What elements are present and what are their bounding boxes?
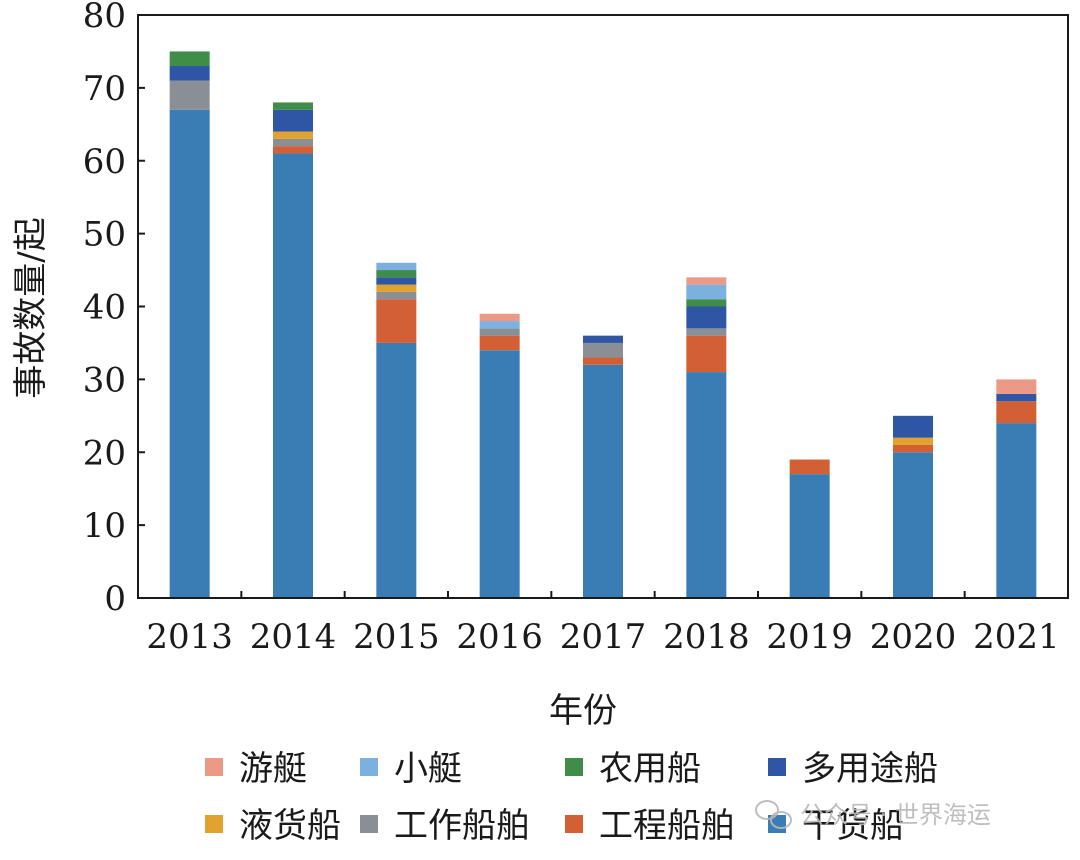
bar-segment-2016-1 — [479, 335, 520, 351]
x-tick-label: 2020 — [870, 617, 957, 657]
x-tick-label: 2016 — [456, 617, 543, 657]
bar-segment-2021-4 — [996, 393, 1037, 402]
bar-segment-2018-7 — [686, 277, 727, 285]
bar-segment-2014-4 — [273, 109, 313, 132]
watermark: 公众号 · 世界海运 — [755, 800, 991, 829]
bar-segment-2015-0 — [376, 342, 417, 598]
x-axis-title: 年份 — [549, 691, 617, 731]
bar-area — [169, 51, 1037, 599]
y-tick-label: 70 — [83, 69, 126, 109]
bar-segment-2013-4 — [169, 66, 210, 81]
bar-segment-2020-3 — [893, 437, 933, 445]
bar-segment-2014-3 — [273, 131, 313, 139]
bar-segment-2018-2 — [686, 328, 727, 336]
bar-segment-2015-2 — [376, 291, 417, 300]
legend-label: 干货船 — [802, 806, 904, 846]
legend-swatch — [360, 815, 378, 833]
bar-segment-2015-6 — [376, 262, 417, 271]
legend-label: 游艇 — [239, 749, 307, 789]
legend-swatch — [205, 758, 223, 776]
x-tick-label: 2019 — [766, 617, 853, 657]
y-tick-label: 20 — [83, 433, 126, 473]
x-tick-label: 2021 — [973, 617, 1060, 657]
legend-swatch — [768, 758, 786, 776]
bar-segment-2015-3 — [376, 284, 417, 292]
bar-segment-2013-5 — [169, 51, 210, 67]
bar-segment-2018-1 — [686, 335, 727, 373]
y-axis-title: 事故数量/起 — [11, 217, 51, 398]
x-tick-label: 2017 — [560, 617, 647, 657]
bar-segment-2014-5 — [273, 102, 313, 110]
x-axis: 2013 2014 2015 2016 2017 2018 2019 2020 2021 — [146, 591, 1060, 657]
bar-segment-2018-5 — [686, 299, 727, 307]
y-tick-label: 10 — [83, 506, 126, 546]
x-tick-label: 2013 — [146, 617, 233, 657]
y-tick-label: 0 — [104, 579, 126, 619]
y-tick-label: 60 — [83, 142, 126, 182]
legend-swatch — [205, 815, 223, 833]
bar-segment-2015-1 — [376, 299, 417, 343]
legend-label: 工作船舶 — [394, 806, 530, 846]
bar-segment-2017-0 — [583, 364, 623, 598]
bar-segment-2021-7 — [996, 379, 1037, 394]
x-tick-label: 2018 — [663, 617, 750, 657]
legend-label: 农用船 — [599, 749, 701, 789]
bar-segment-2014-0 — [273, 153, 313, 598]
bar-segment-2014-1 — [273, 146, 313, 154]
bar-segment-2018-0 — [686, 372, 727, 598]
bar-segment-2021-0 — [996, 423, 1037, 598]
bar-segment-2013-2 — [169, 80, 210, 110]
bar-segment-2019-1 — [789, 459, 830, 475]
bar-segment-2018-6 — [686, 284, 727, 300]
legend-swatch — [565, 815, 583, 833]
bar-segment-2020-1 — [893, 444, 933, 453]
legend-label: 液货船 — [239, 806, 341, 846]
bar-segment-2016-6 — [479, 321, 520, 329]
bar-segment-2020-0 — [893, 452, 933, 598]
bar-segment-2017-2 — [583, 342, 623, 358]
bar-segment-2016-2 — [479, 328, 520, 336]
bar-segment-2016-0 — [479, 350, 520, 598]
bar-segment-2013-0 — [169, 109, 210, 599]
bar-segment-2021-1 — [996, 401, 1037, 424]
bar-segment-2015-5 — [376, 270, 417, 278]
bar-segment-2016-7 — [479, 313, 520, 322]
watermark-text: 公众号 · 世界海运 — [800, 801, 991, 829]
bar-segment-2020-4 — [893, 415, 933, 438]
y-tick-label: 50 — [83, 215, 126, 255]
x-tick-label: 2014 — [250, 617, 337, 657]
x-tick-label: 2015 — [353, 617, 440, 657]
bar-segment-2018-4 — [686, 306, 727, 329]
legend-label: 工程船舶 — [599, 806, 735, 846]
legend-swatch — [360, 758, 378, 776]
bar-segment-2019-0 — [789, 474, 830, 598]
bar-segment-2014-2 — [273, 138, 313, 147]
bar-segment-2017-4 — [583, 335, 623, 343]
y-tick-label: 80 — [83, 0, 126, 36]
legend-label: 小艇 — [394, 749, 462, 789]
y-tick-label: 30 — [83, 360, 126, 400]
wechat-icon — [755, 800, 792, 829]
y-tick-label: 40 — [83, 288, 126, 328]
bar-segment-2017-1 — [583, 357, 623, 365]
legend-label: 多用途船 — [802, 749, 938, 789]
legend-swatch — [565, 758, 583, 776]
bar-segment-2015-4 — [376, 277, 417, 285]
y-axis: 0 10 20 30 40 50 60 70 80 — [83, 0, 145, 619]
